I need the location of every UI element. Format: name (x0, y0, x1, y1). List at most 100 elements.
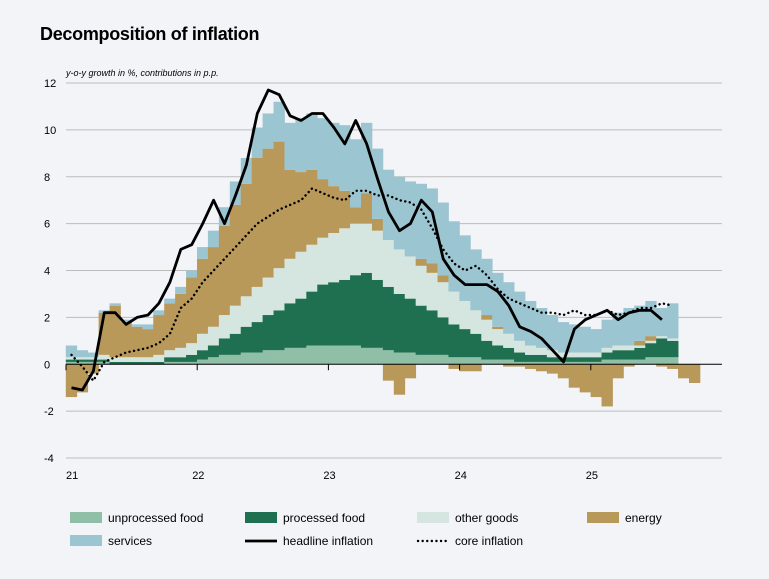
other-goods-bar (76, 357, 89, 360)
services-legend-swatch (70, 535, 102, 546)
y-tick-label: -2 (44, 406, 54, 418)
other-goods-bar (295, 251, 307, 299)
services-bar (525, 300, 537, 346)
services-bar (634, 305, 646, 341)
core-inflation-line (70, 187, 674, 382)
y-tick-label: -4 (44, 453, 54, 465)
unprocessed-food-bar (612, 359, 624, 365)
services-bar (459, 235, 471, 301)
y-tick-label: 8 (44, 172, 50, 184)
services-bar (448, 221, 460, 292)
processed-food-bar (448, 324, 460, 358)
processed-food-bar (328, 282, 340, 346)
energy-bar (339, 190, 351, 229)
other-goods-bar (142, 357, 154, 362)
energy-bar (98, 312, 110, 355)
other-goods-bar (645, 340, 657, 344)
unprocessed-food-bar (339, 345, 351, 365)
unprocessed-food-bar (240, 352, 253, 365)
y-tick-label: 4 (44, 266, 50, 278)
processed-food-bar (339, 279, 351, 346)
other-goods-bar (535, 347, 548, 355)
other-goods-bar (514, 340, 526, 353)
energy-bar (404, 364, 417, 379)
energy-bar (656, 364, 668, 367)
unprocessed-food-bar (218, 354, 231, 365)
processed-food-bar (186, 354, 198, 362)
energy-bar (470, 364, 482, 372)
legend-label: other goods (455, 511, 518, 525)
processed-food-bar (645, 343, 657, 358)
services-bar (361, 122, 373, 194)
processed-food-bar (437, 317, 449, 355)
energy-bar (557, 364, 570, 379)
energy-bar (634, 340, 646, 346)
unprocessed-food-bar (273, 350, 285, 365)
unprocessed-food-bar (186, 361, 198, 365)
other-goods-bar (350, 223, 362, 276)
other-goods-bar (186, 343, 198, 355)
processed-food-bar (65, 359, 78, 362)
energy-bar (153, 315, 165, 355)
other-goods-bar (207, 326, 220, 346)
processed-food-bar (120, 361, 132, 365)
services-bar (87, 352, 99, 358)
services-bar (240, 158, 253, 184)
other-goods-bar (492, 329, 504, 346)
services-bar (667, 303, 679, 339)
other-goods-bar (98, 354, 110, 360)
y-tick-label: 12 (44, 78, 56, 90)
x-tick-label: 24 (455, 470, 467, 482)
processed-food-bar (623, 350, 635, 360)
unprocessed-food-bar (197, 359, 209, 365)
other-goods-bar (634, 345, 646, 348)
unprocessed-food-bar (525, 361, 537, 365)
unprocessed-food-bar (87, 361, 99, 365)
x-tick-label: 23 (323, 470, 335, 482)
services-bar (612, 312, 624, 346)
services-bar (382, 169, 395, 241)
processed-food-bar (76, 359, 89, 362)
energy-bar (175, 293, 187, 348)
energy-bar (240, 183, 253, 297)
other-goods-bar (382, 240, 395, 287)
energy-bar (525, 364, 537, 369)
services-bar (557, 322, 570, 353)
processed-food-bar (273, 310, 285, 351)
stacked-bars (65, 101, 701, 407)
other-goods-bar (546, 350, 559, 358)
processed-food-bar (481, 340, 493, 360)
services-bar (284, 122, 296, 170)
other-goods-bar (470, 310, 482, 334)
other-goods-bar (87, 357, 99, 360)
other-goods-bar (240, 296, 253, 327)
other-goods-bar (339, 228, 351, 280)
energy-legend-swatch (587, 512, 619, 523)
unprocessed-food-bar (328, 345, 340, 365)
services-bar (251, 127, 263, 158)
services-bar (175, 286, 187, 294)
unprocessed-food-bar (295, 347, 307, 365)
processed-food-bar (350, 275, 362, 346)
energy-bar (514, 364, 526, 367)
energy-bar (371, 218, 384, 231)
processed-food-bar (656, 338, 668, 358)
processed-food-bar (284, 303, 296, 348)
energy-bar (76, 364, 89, 393)
processed-food-bar (568, 357, 581, 362)
processed-food-bar (525, 354, 537, 362)
processed-food-bar (251, 322, 263, 353)
processed-food-bar (612, 350, 624, 360)
unprocessed-food-bar (568, 361, 581, 365)
unprocessed-food-bar (590, 361, 602, 365)
processed-food-bar (98, 359, 110, 362)
unprocessed-food-bar (448, 357, 460, 365)
unprocessed-food-bar (470, 357, 482, 365)
unprocessed-food-bar (229, 354, 242, 365)
services-bar (470, 249, 482, 311)
legend-label: processed food (283, 511, 365, 525)
energy-bar (492, 326, 504, 330)
energy-bar (317, 179, 329, 238)
unprocessed-food-bar (623, 359, 635, 365)
